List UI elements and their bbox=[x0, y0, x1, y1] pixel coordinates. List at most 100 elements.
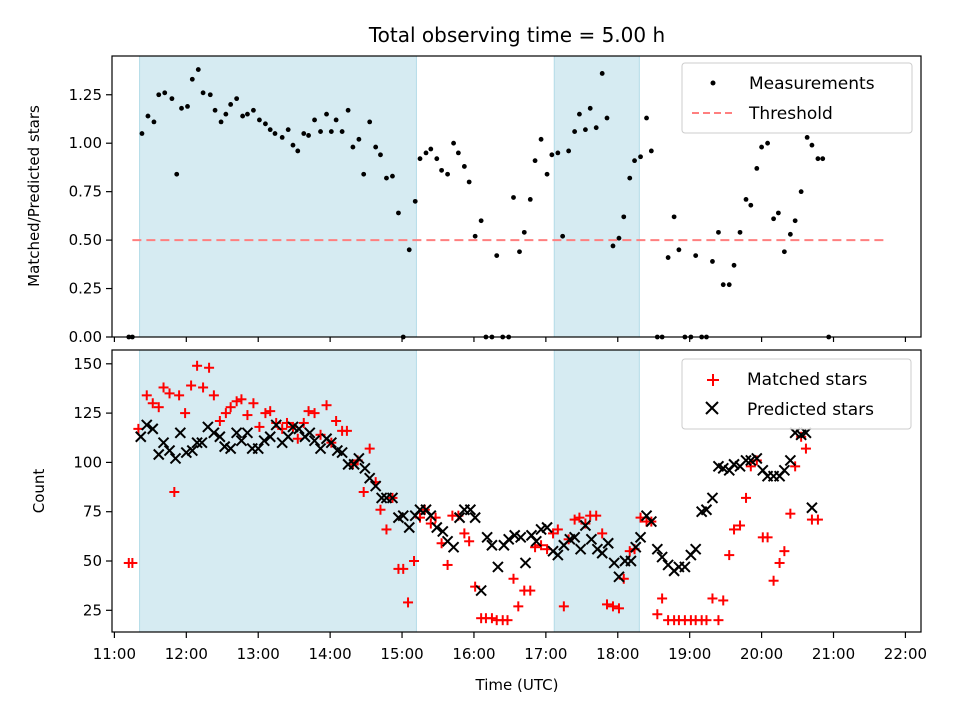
predicted-stars-point bbox=[453, 511, 466, 524]
matched-stars-point bbox=[724, 550, 735, 561]
predicted-stars-point bbox=[403, 521, 415, 534]
measurement-point bbox=[279, 134, 285, 140]
measurement-point bbox=[572, 129, 578, 134]
matched-stars-point bbox=[292, 433, 303, 444]
x-tick-label: 19:00 bbox=[668, 645, 711, 663]
measurement-point bbox=[737, 229, 743, 235]
measurement-point bbox=[356, 136, 362, 142]
y-axis-label-count: Count bbox=[30, 469, 48, 514]
measurement-point bbox=[428, 146, 434, 152]
predicted-stars-point bbox=[431, 521, 443, 534]
measurement-point bbox=[339, 129, 345, 134]
predicted-stars-point bbox=[503, 533, 515, 546]
predicted-stars-point bbox=[806, 502, 818, 514]
predicted-stars-point bbox=[270, 419, 282, 431]
measurement-point bbox=[169, 96, 175, 102]
measurement-point bbox=[804, 134, 810, 140]
measurement-point bbox=[627, 175, 633, 181]
measurement-point bbox=[544, 171, 550, 177]
predicted-stars-point bbox=[314, 442, 327, 455]
measurement-point bbox=[373, 144, 379, 150]
measurement-point bbox=[781, 249, 787, 255]
matched-stars-point bbox=[735, 520, 746, 531]
matched-stars-point bbox=[707, 593, 718, 604]
measurement-point bbox=[511, 195, 516, 200]
measurement-point bbox=[174, 171, 180, 177]
observing-interval-1 bbox=[139, 349, 417, 633]
measurement-point bbox=[285, 127, 291, 133]
matched-stars-point bbox=[713, 615, 724, 626]
matched-stars-point bbox=[459, 528, 470, 539]
predicted-stars-point bbox=[585, 533, 598, 546]
x-tick-label: 16:00 bbox=[452, 645, 495, 663]
predicted-stars-point bbox=[574, 543, 587, 555]
predicted-stars-point bbox=[541, 521, 553, 534]
y-axis-ratio: 0.00 0.25 0.50 0.75 1.00 1.25 bbox=[69, 86, 112, 346]
predicted-stars-point bbox=[241, 427, 254, 439]
measurement-point bbox=[466, 179, 472, 185]
measurement-point bbox=[361, 171, 367, 177]
observing-intervals bbox=[139, 349, 640, 633]
measurement-point bbox=[272, 131, 278, 136]
legend-frame-top bbox=[681, 62, 913, 134]
measurement-point bbox=[710, 259, 715, 264]
measurement-point bbox=[390, 173, 395, 179]
measurement-point bbox=[731, 262, 737, 268]
matched-stars-point bbox=[657, 593, 668, 604]
x-tick-label: 13:00 bbox=[237, 645, 280, 663]
measurement-point bbox=[189, 76, 195, 82]
measurement-point bbox=[378, 152, 383, 158]
legend-label-predicted: Predicted stars bbox=[747, 400, 874, 420]
y-tick-label: 0.50 bbox=[69, 231, 102, 249]
predicted-stars-point bbox=[169, 452, 182, 465]
predicted-stars-point bbox=[386, 492, 399, 504]
matched-stars-point bbox=[375, 504, 386, 515]
predicted-stars-point bbox=[481, 531, 493, 544]
measurement-point bbox=[423, 150, 429, 156]
measurement-point bbox=[445, 171, 450, 177]
y-tick-label: 25 bbox=[83, 601, 102, 619]
measurement-point bbox=[517, 249, 522, 255]
matched-stars-point bbox=[341, 425, 352, 436]
measurement-point bbox=[306, 133, 311, 138]
matched-stars-point bbox=[260, 408, 271, 419]
y-tick-label: 1.25 bbox=[69, 86, 102, 104]
measurement-point bbox=[295, 148, 301, 154]
x-axis-time: 11:00 12:00 13:00 14:00 15:00 16:00 17:00 18:00… bbox=[93, 632, 927, 663]
measurement-point bbox=[644, 115, 649, 121]
measurement-point bbox=[333, 117, 339, 123]
predicted-stars-point bbox=[706, 492, 719, 504]
legend-marker-matched bbox=[707, 374, 719, 386]
matched-stars-point bbox=[204, 362, 215, 373]
matched-stars-point bbox=[309, 408, 320, 419]
matched-stars-point bbox=[741, 492, 752, 503]
measurement-point bbox=[638, 154, 643, 160]
matched-stars-point bbox=[486, 613, 497, 624]
panel-ratio: Total observing time = 5.00 h 0.000.250.… bbox=[25, 23, 922, 346]
predicted-stars-point bbox=[336, 446, 348, 459]
matched-stars-point bbox=[254, 421, 265, 432]
measurement-point bbox=[671, 214, 677, 220]
matched-stars-point bbox=[558, 601, 569, 612]
measurement-point bbox=[527, 197, 533, 202]
predicted-stars-point bbox=[252, 442, 264, 455]
matched-stars-point bbox=[225, 402, 236, 413]
matched-stars-point bbox=[381, 524, 392, 535]
predicted-stars-point bbox=[196, 436, 208, 449]
measurement-point bbox=[195, 67, 201, 72]
legend-label-measurements: Measurements bbox=[749, 74, 875, 94]
matched-stars-point bbox=[508, 573, 519, 584]
x-tick-label: 14:00 bbox=[309, 645, 352, 663]
measurement-point bbox=[451, 140, 456, 146]
measurement-point bbox=[809, 142, 815, 148]
predicted-stars-point bbox=[264, 431, 276, 443]
legend-top: Measurements Threshold bbox=[681, 62, 913, 134]
measurement-point bbox=[583, 127, 588, 133]
matched-stars-point bbox=[729, 524, 740, 535]
matched-stars-point bbox=[601, 599, 612, 610]
predicted-stars-point bbox=[191, 436, 203, 449]
matched-stars-point bbox=[208, 390, 219, 401]
legend-marker-measurements bbox=[710, 80, 716, 86]
measurement-point bbox=[648, 148, 654, 154]
matched-stars-point bbox=[158, 382, 169, 393]
